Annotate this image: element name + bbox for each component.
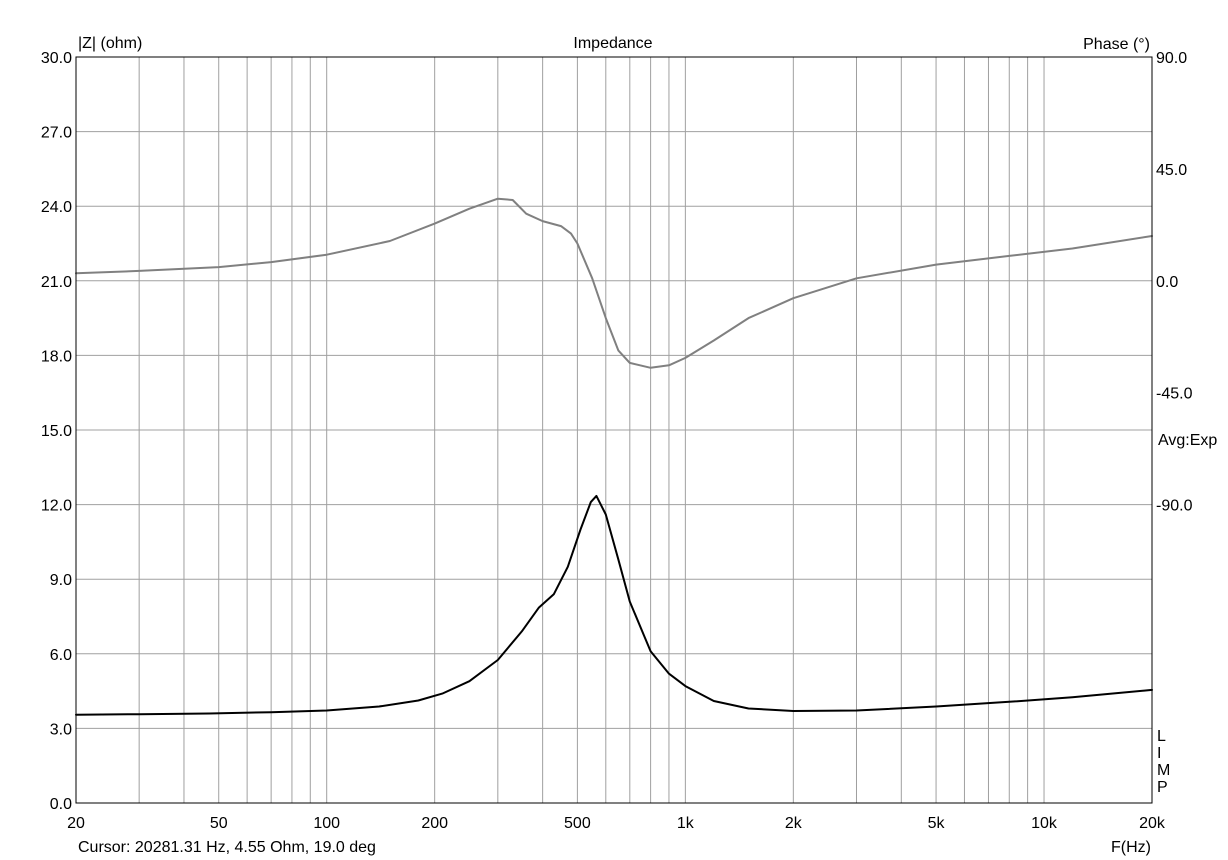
x-tick-label: 20 bbox=[67, 815, 85, 832]
side-label-letter: M bbox=[1157, 762, 1171, 779]
y-left-tick-label: 21.0 bbox=[41, 274, 72, 291]
y-right-tick-label: 0.0 bbox=[1156, 274, 1178, 291]
phase-series-line bbox=[75, 197, 1153, 369]
y-left-tick-label: 12.0 bbox=[41, 498, 72, 515]
plot-frame bbox=[75, 56, 1153, 804]
tick-labels: 0.0 3.0 6.0 9.0 12.0 15.0 18.0 21.0 24.0 27.0 30.0… bbox=[41, 50, 1193, 832]
x-tick-label: 5k bbox=[928, 815, 946, 832]
x-tick-label: 1k bbox=[677, 815, 695, 832]
side-label-letter: P bbox=[1157, 779, 1168, 796]
grid bbox=[76, 57, 1152, 803]
x-tick-label: 20k bbox=[1139, 815, 1166, 832]
y-right-tick-label: 90.0 bbox=[1156, 50, 1187, 67]
cursor-readout: Cursor: 20281.31 Hz, 4.55 Ohm, 19.0 deg bbox=[78, 839, 376, 856]
x-axis-label: F(Hz) bbox=[1111, 839, 1151, 856]
series-layer bbox=[75, 197, 1153, 716]
y-left-tick-label: 30.0 bbox=[41, 50, 72, 67]
y-left-tick-label: 15.0 bbox=[41, 423, 72, 440]
side-label-letter: L bbox=[1157, 728, 1166, 745]
side-label-letter: I bbox=[1157, 745, 1162, 762]
y-left-tick-label: 3.0 bbox=[50, 721, 72, 738]
y-right-tick-label: -90.0 bbox=[1156, 498, 1193, 515]
y-left-tick-label: 6.0 bbox=[50, 647, 72, 664]
y-right-tick-label: 45.0 bbox=[1156, 162, 1187, 179]
left-axis-label: |Z| (ohm) bbox=[78, 35, 142, 52]
x-tick-label: 200 bbox=[421, 815, 448, 832]
y-left-tick-label: 0.0 bbox=[50, 796, 72, 813]
x-tick-label: 10k bbox=[1031, 815, 1058, 832]
impedance-series-line bbox=[75, 494, 1153, 716]
x-tick-label: 2k bbox=[785, 815, 803, 832]
y-left-tick-label: 9.0 bbox=[50, 572, 72, 589]
x-tick-label: 50 bbox=[210, 815, 228, 832]
y-left-tick-label: 24.0 bbox=[41, 199, 72, 216]
x-tick-label: 500 bbox=[564, 815, 591, 832]
y-left-tick-label: 27.0 bbox=[41, 125, 72, 142]
y-right-tick-label: -45.0 bbox=[1156, 386, 1193, 403]
avg-annotation: Avg:Exp bbox=[1158, 432, 1217, 449]
right-axis-label: Phase (°) bbox=[1083, 36, 1150, 53]
x-tick-label: 100 bbox=[313, 815, 340, 832]
chart-title: Impedance bbox=[573, 35, 652, 52]
y-left-tick-label: 18.0 bbox=[41, 348, 72, 365]
